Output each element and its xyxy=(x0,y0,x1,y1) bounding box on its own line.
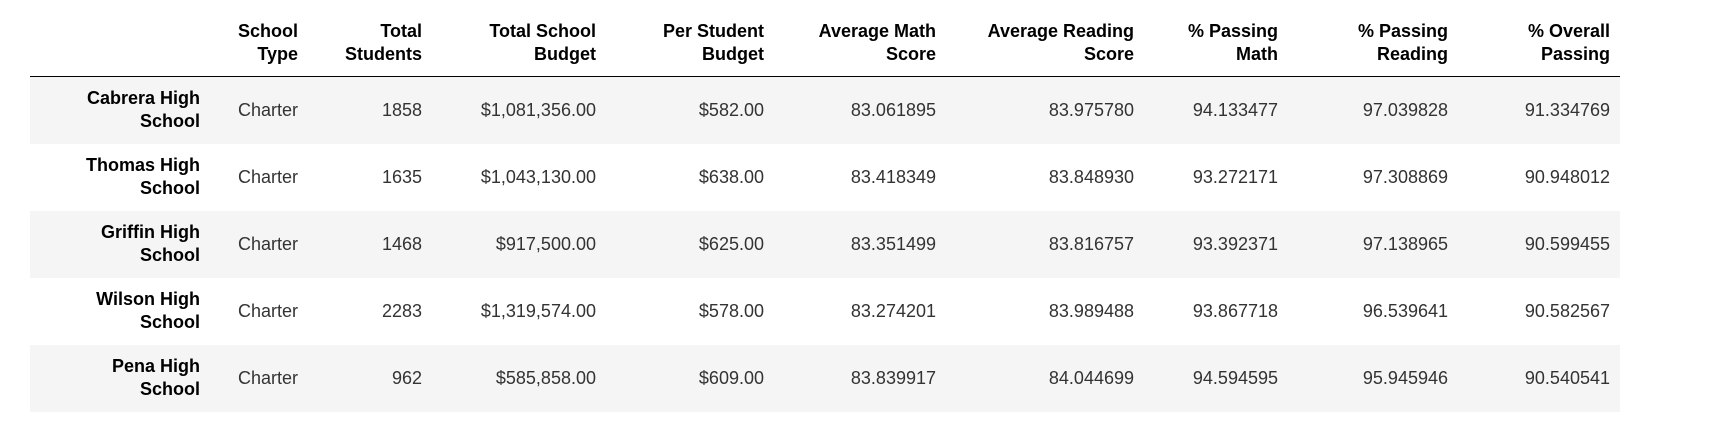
row-school-name: Pena High School xyxy=(111,356,200,399)
cell-school-type: Charter xyxy=(237,300,298,321)
cell-passing-math: 94.133477 xyxy=(1192,99,1278,120)
cell-total-school-budget: $917,500.00 xyxy=(495,233,596,254)
header-overall-passing: % Overall Passing xyxy=(1458,16,1620,77)
table-row: Griffin High School Charter 1468 $917,50… xyxy=(30,210,1620,278)
cell-passing-reading: 97.138965 xyxy=(1362,233,1448,254)
header-average-reading-score: Average Reading Score xyxy=(946,16,1144,77)
row-school-name: Cabrera High School xyxy=(86,88,200,132)
cell-passing-reading: 97.039828 xyxy=(1362,99,1448,120)
table-row: Cabrera High School Charter 1858 $1,081,… xyxy=(30,76,1620,144)
cell-average-math-score: 83.061895 xyxy=(850,99,936,120)
header-index xyxy=(30,16,210,77)
cell-overall-passing: 90.599455 xyxy=(1524,233,1610,254)
cell-passing-reading: 97.308869 xyxy=(1362,166,1448,187)
cell-overall-passing: 91.334769 xyxy=(1524,99,1610,120)
cell-average-math-score: 83.418349 xyxy=(850,166,936,187)
header-passing-reading: % Passing Reading xyxy=(1288,16,1458,77)
header-row: School Type Total Students Total School … xyxy=(30,16,1620,77)
cell-total-school-budget: $585,858.00 xyxy=(495,367,596,388)
cell-average-reading-score: 83.816757 xyxy=(1048,233,1134,254)
header-total-students: Total Students xyxy=(308,16,432,77)
cell-passing-math: 93.867718 xyxy=(1192,300,1278,321)
cell-per-student-budget: $578.00 xyxy=(698,300,764,321)
school-summary-table: School Type Total Students Total School … xyxy=(30,16,1620,412)
cell-average-reading-score: 83.989488 xyxy=(1048,300,1134,321)
table-row: Wilson High School Charter 2283 $1,319,5… xyxy=(30,277,1620,345)
header-per-student-budget: Per Student Budget xyxy=(606,16,774,77)
cell-average-reading-score: 83.975780 xyxy=(1048,99,1134,120)
cell-per-student-budget: $609.00 xyxy=(698,367,764,388)
cell-total-school-budget: $1,319,574.00 xyxy=(480,300,596,321)
cell-passing-math: 93.272171 xyxy=(1192,166,1278,187)
cell-school-type: Charter xyxy=(237,233,298,254)
cell-total-students: 1858 xyxy=(381,99,422,120)
cell-total-students: 962 xyxy=(391,367,422,388)
cell-total-school-budget: $1,043,130.00 xyxy=(480,166,596,187)
cell-school-type: Charter xyxy=(237,367,298,388)
header-school-type: School Type xyxy=(210,16,308,77)
cell-average-reading-score: 83.848930 xyxy=(1048,166,1134,187)
cell-per-student-budget: $638.00 xyxy=(698,166,764,187)
cell-per-student-budget: $582.00 xyxy=(698,99,764,120)
header-passing-math: % Passing Math xyxy=(1144,16,1288,77)
cell-total-students: 2283 xyxy=(381,300,422,321)
cell-passing-math: 93.392371 xyxy=(1192,233,1278,254)
table-row: Thomas High School Charter 1635 $1,043,1… xyxy=(30,143,1620,211)
cell-per-student-budget: $625.00 xyxy=(698,233,764,254)
table-header: School Type Total Students Total School … xyxy=(30,16,1620,77)
cell-average-math-score: 83.839917 xyxy=(850,367,936,388)
cell-passing-math: 94.594595 xyxy=(1192,367,1278,388)
cell-average-math-score: 83.351499 xyxy=(850,233,936,254)
row-school-name: Wilson High School xyxy=(96,289,200,332)
cell-total-school-budget: $1,081,356.00 xyxy=(480,99,596,120)
cell-overall-passing: 90.540541 xyxy=(1524,367,1610,388)
cell-average-math-score: 83.274201 xyxy=(850,300,936,321)
cell-total-students: 1635 xyxy=(381,166,422,187)
cell-overall-passing: 90.948012 xyxy=(1524,166,1610,187)
cell-school-type: Charter xyxy=(237,166,298,187)
dataframe-container: School Type Total Students Total School … xyxy=(30,16,1620,412)
header-average-math-score: Average Math Score xyxy=(774,16,946,77)
table-row: Pena High School Charter 962 $585,858.00… xyxy=(30,344,1620,412)
cell-passing-reading: 95.945946 xyxy=(1362,367,1448,388)
cell-overall-passing: 90.582567 xyxy=(1524,300,1610,321)
cell-total-students: 1468 xyxy=(381,233,422,254)
header-total-school-budget: Total School Budget xyxy=(432,16,606,77)
row-school-name: Griffin High School xyxy=(101,222,200,265)
cell-average-reading-score: 84.044699 xyxy=(1048,367,1134,388)
cell-school-type: Charter xyxy=(237,99,298,120)
cell-passing-reading: 96.539641 xyxy=(1362,300,1448,321)
row-school-name: Thomas High School xyxy=(85,155,200,198)
table-body: Cabrera High School Charter 1858 $1,081,… xyxy=(30,76,1620,412)
